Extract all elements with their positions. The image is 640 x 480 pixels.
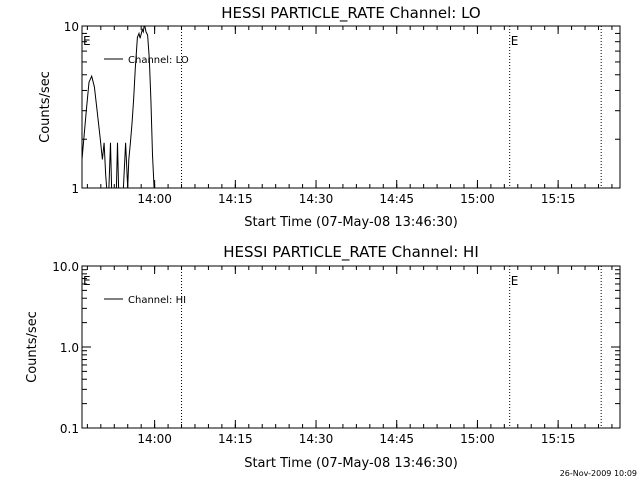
chart-title: HESSI PARTICLE_RATE Channel: HI <box>223 243 479 262</box>
x-tick-label: 14:00 <box>137 432 172 446</box>
y-tick-label: 1.0 <box>60 341 79 355</box>
legend-label: Channel: LO <box>128 55 189 66</box>
x-tick-label: 15:15 <box>541 192 576 206</box>
series-line-lo <box>82 26 159 188</box>
y-tick-label: 0.1 <box>60 422 79 436</box>
x-tick-label: 14:30 <box>299 432 334 446</box>
event-marker-label: E <box>511 34 519 48</box>
x-tick-label: 15:15 <box>541 432 576 446</box>
x-tick-label: 15:00 <box>460 432 495 446</box>
x-tick-label: 14:30 <box>299 192 334 206</box>
x-tick-label: 14:15 <box>218 432 253 446</box>
plot-frame <box>81 265 621 429</box>
x-tick-label: 14:45 <box>379 432 414 446</box>
chart-title: HESSI PARTICLE_RATE Channel: LO <box>221 4 480 23</box>
plot-frame <box>81 25 621 189</box>
event-marker-label: E <box>83 34 91 48</box>
date-stamp: 26-Nov-2009 10:09 <box>560 469 637 478</box>
event-marker-label: E <box>511 274 519 288</box>
y-tick-label: 10 <box>64 20 79 34</box>
x-tick-label: 14:00 <box>137 192 172 206</box>
y-tick-label: 10.0 <box>52 260 79 274</box>
chart-panel-hi: HESSI PARTICLE_RATE Channel: HI E E 14:00 14… <box>25 243 621 471</box>
x-axis-label: Start Time (07-May-08 13:46:30) <box>244 456 458 471</box>
x-tick-label: 15:00 <box>460 192 495 206</box>
y-axis-label: Counts/sec <box>38 71 53 143</box>
y-axis-label: Counts/sec <box>25 311 40 383</box>
legend-label: Channel: HI <box>128 295 186 306</box>
x-axis-label: Start Time (07-May-08 13:46:30) <box>244 215 458 230</box>
x-tick-label: 14:15 <box>218 192 253 206</box>
y-tick-label: 1 <box>71 182 79 196</box>
x-tick-label: 14:45 <box>379 192 414 206</box>
chart-panel-lo: HESSI PARTICLE_RATE Channel: LO E E 14:00 14… <box>38 4 621 230</box>
event-marker-label: E <box>83 274 91 288</box>
